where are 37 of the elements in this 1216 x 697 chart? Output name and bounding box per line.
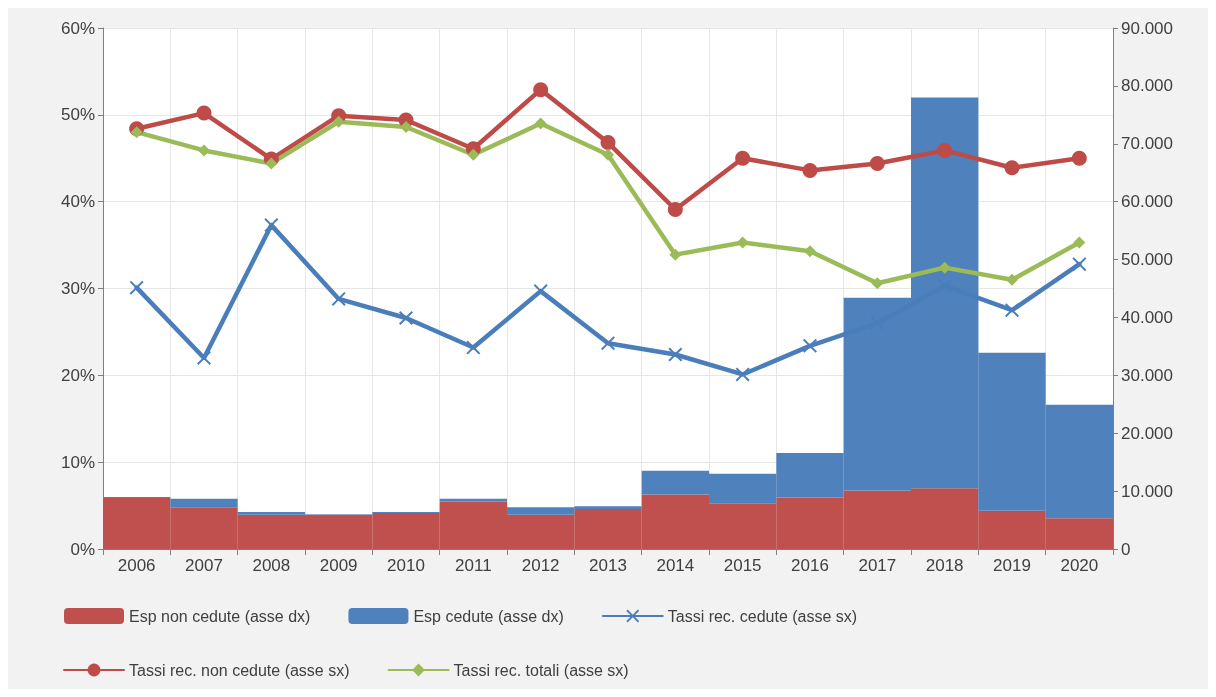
y2-tick-label: 30.000 xyxy=(1121,365,1173,385)
y-tick-label: 0% xyxy=(70,539,95,559)
y2-tick-label: 10.000 xyxy=(1121,481,1173,501)
x-tick-label: 2009 xyxy=(319,556,358,575)
y-tick-label: 60% xyxy=(60,18,95,38)
y2-tick-label: 20.000 xyxy=(1121,423,1173,443)
y2-tick-label: 0 xyxy=(1121,539,1131,559)
x-tick-label: 2006 xyxy=(117,556,156,575)
x-tick-label: 2020 xyxy=(1060,556,1099,575)
y-tick-label: 50% xyxy=(60,105,95,125)
x-tick-label: 2012 xyxy=(521,556,560,575)
y-tick-label: 40% xyxy=(60,192,95,212)
legend-label: Tassi rec. non cedute (asse sx) xyxy=(129,661,350,679)
x-tick-label: 2010 xyxy=(387,556,425,575)
y-tick-label: 30% xyxy=(60,279,95,298)
y2-tick-label: 80.000 xyxy=(1121,76,1173,96)
y-tick-label: 10% xyxy=(60,452,95,472)
y2-tick-label: 50.000 xyxy=(1121,250,1173,270)
x-tick-label: 2014 xyxy=(656,556,695,575)
x-tick-label: 2011 xyxy=(455,556,492,575)
legend-label: Tassi rec. totali (asse sx) xyxy=(453,661,629,679)
y2-tick-label: 70.000 xyxy=(1121,134,1173,154)
x-tick-label: 2015 xyxy=(723,556,762,575)
x-tick-label: 2017 xyxy=(858,556,897,575)
legend-label: Esp cedute (asse dx) xyxy=(413,607,564,625)
x-tick-label: 2016 xyxy=(791,556,829,575)
x-tick-label: 2018 xyxy=(925,556,964,575)
y2-tick-label: 90.000 xyxy=(1121,18,1173,38)
y2-tick-label: 60.000 xyxy=(1121,192,1173,212)
legend-label: Tassi rec. cedute (asse sx) xyxy=(667,607,858,625)
x-tick-label: 2007 xyxy=(185,556,223,575)
x-tick-label: 2008 xyxy=(252,556,291,575)
y-tick-label: 20% xyxy=(60,365,95,385)
x-tick-label: 2019 xyxy=(993,556,1031,575)
x-tick-label: 2013 xyxy=(589,556,627,575)
y2-tick-label: 40.000 xyxy=(1121,307,1173,327)
legend-label: Esp non cedute (asse dx) xyxy=(129,607,311,625)
